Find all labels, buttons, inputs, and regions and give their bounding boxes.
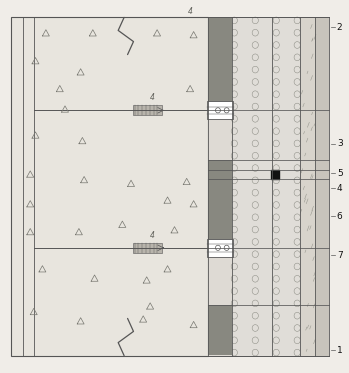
- Bar: [133, 243, 162, 253]
- Bar: [208, 18, 329, 355]
- Text: 5: 5: [337, 169, 343, 178]
- Bar: [315, 18, 329, 355]
- Circle shape: [224, 245, 229, 250]
- Text: 4: 4: [149, 231, 154, 239]
- Bar: [207, 239, 233, 257]
- Bar: [133, 106, 162, 115]
- Bar: [300, 18, 315, 355]
- Circle shape: [216, 108, 220, 113]
- Bar: [232, 18, 300, 355]
- Text: 2: 2: [337, 23, 342, 32]
- Circle shape: [224, 108, 229, 113]
- Bar: [208, 160, 232, 248]
- Text: 4: 4: [188, 7, 193, 16]
- Text: 1: 1: [337, 345, 343, 354]
- Bar: [207, 101, 233, 119]
- Bar: [208, 305, 232, 355]
- Circle shape: [216, 245, 220, 250]
- Text: 4: 4: [149, 93, 154, 102]
- Bar: [272, 170, 279, 179]
- Text: 7: 7: [337, 251, 343, 260]
- Text: 4: 4: [337, 184, 342, 193]
- Text: 3: 3: [337, 139, 343, 148]
- Bar: [11, 18, 208, 355]
- Text: 6: 6: [337, 212, 343, 221]
- Bar: [208, 18, 232, 110]
- Bar: [11, 18, 208, 355]
